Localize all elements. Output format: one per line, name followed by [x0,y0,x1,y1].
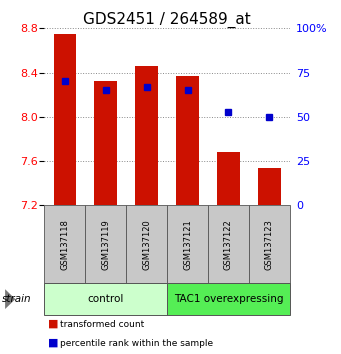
Text: GSM137122: GSM137122 [224,219,233,270]
Text: strain: strain [2,294,31,304]
Title: GDS2451 / 264589_at: GDS2451 / 264589_at [83,12,251,28]
Text: ■: ■ [48,338,58,348]
Text: control: control [88,294,124,304]
Text: GSM137120: GSM137120 [142,219,151,270]
Text: GSM137118: GSM137118 [60,219,69,270]
Text: percentile rank within the sample: percentile rank within the sample [60,339,213,348]
Bar [217,152,240,205]
Text: GSM137123: GSM137123 [265,219,274,270]
Text: GSM137119: GSM137119 [101,219,110,270]
Text: ■: ■ [48,319,58,329]
Bar [135,66,158,205]
Text: GSM137121: GSM137121 [183,219,192,270]
Text: TAC1 overexpressing: TAC1 overexpressing [174,294,283,304]
Bar [258,168,281,205]
Bar [176,76,199,205]
Text: transformed count: transformed count [60,320,144,329]
Polygon shape [5,289,15,309]
Bar [94,81,117,205]
Bar [54,34,76,205]
